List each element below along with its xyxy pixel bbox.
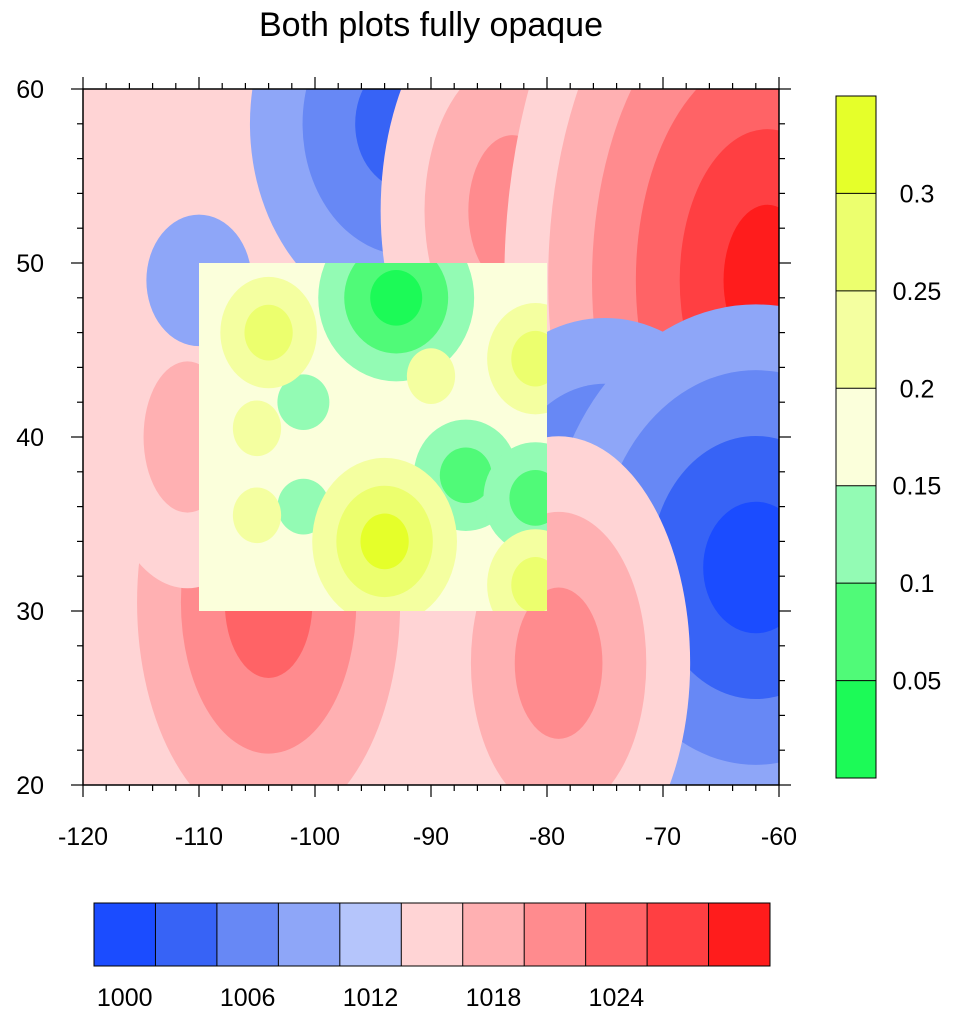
pressure-colorbar-label: 1012 — [343, 984, 399, 1012]
pressure-colorbar-swatch — [401, 903, 463, 966]
chart-title: Both plots fully opaque — [259, 6, 603, 44]
overlay-colorbar-frame — [835, 95, 877, 779]
pressure-colorbar-swatch — [524, 903, 586, 966]
x-tick-label: -90 — [413, 823, 449, 851]
pressure-colorbar-frame — [93, 902, 771, 967]
x-tick-label: -80 — [529, 823, 565, 851]
overlay-colorbar-swatch — [836, 193, 876, 291]
pressure-colorbar-label: 1006 — [220, 984, 276, 1012]
overlay-colorbar-label: 0.3 — [900, 180, 935, 208]
pressure-colorbar-swatch — [647, 903, 709, 966]
axis-ticks — [71, 77, 791, 797]
x-tick-label: -70 — [645, 823, 681, 851]
overlay-contour-field — [199, 263, 547, 611]
overlay-colorbar-swatch — [836, 96, 876, 194]
pressure-colorbar-swatch — [94, 903, 156, 966]
overlay-colorbar-label: 0.2 — [900, 375, 935, 403]
overlay-max-band-7-5 — [511, 557, 547, 611]
x-tick-label: -100 — [290, 823, 340, 851]
x-axis-tick-labels: -120 -110 -100 -90 -80 -70 -60 — [58, 823, 797, 851]
overlay-colorbar-label: 0.25 — [893, 278, 942, 306]
pressure-colorbar-label: 1024 — [589, 984, 645, 1012]
overlay-colorbar-swatch — [836, 583, 876, 681]
overlay-colorbar-swatch — [836, 680, 876, 778]
pressure-colorbar-swatch — [708, 903, 770, 966]
pressure-colorbar-swatch — [339, 903, 402, 966]
overlay-colorbar-swatch — [836, 388, 876, 486]
pressure-colorbar-swatch — [155, 903, 217, 966]
overlay-max-band-6-5 — [511, 330, 547, 387]
overlay-colorbar-label: 0.05 — [893, 668, 942, 696]
overlay-max-band-10-4 — [232, 487, 282, 544]
overlay-bands — [199, 263, 547, 611]
overlay-min-band-2-1 — [509, 470, 547, 526]
y-tick-label: 50 — [16, 250, 44, 278]
x-tick-label: -120 — [58, 823, 108, 851]
y-tick-label: 30 — [16, 598, 44, 626]
plot-area — [82, 88, 780, 786]
overlay-min-band-0-0 — [370, 269, 423, 326]
pressure-colorbar-label: 1018 — [466, 984, 522, 1012]
pressure-colorbar-swatch — [585, 903, 648, 966]
overlay-colorbar-label: 0.1 — [900, 570, 935, 598]
x-tick-label: -60 — [761, 823, 797, 851]
overlay-max-band-9-4 — [232, 400, 282, 457]
overlay-max-band-5-6 — [360, 513, 409, 570]
overlay-max-band-8-5 — [244, 304, 293, 361]
pressure-contour-field — [83, 89, 779, 785]
y-axis-tick-labels: 60 50 40 30 20 — [16, 76, 44, 800]
x-tick-label: -110 — [175, 823, 223, 851]
overlay-colorbar-label: 0.15 — [893, 473, 942, 501]
overlay-colorbar-swatch — [836, 290, 876, 389]
y-tick-label: 20 — [16, 772, 44, 800]
overlay-max-band-11-4 — [406, 348, 456, 404]
y-tick-label: 60 — [16, 76, 44, 104]
pressure-colorbar-swatch — [462, 903, 525, 966]
y-tick-label: 40 — [16, 424, 44, 452]
pressure-colorbar-swatch — [278, 903, 340, 966]
pressure-colorbar: 1000 1006 1012 1018 1024 — [93, 902, 771, 1012]
overlay-min-band-3-2 — [277, 374, 330, 431]
pressure-high-band-5-3 — [514, 587, 603, 739]
pressure-low-band-4-4 — [703, 501, 779, 634]
overlay-min-band-1-1 — [439, 447, 492, 504]
pressure-colorbar-swatch — [216, 903, 279, 966]
overlay-colorbar-swatch — [836, 485, 876, 584]
overlay-colorbar: 0.3 0.25 0.2 0.15 0.1 0.05 — [835, 95, 942, 779]
pressure-colorbar-label: 1000 — [97, 984, 153, 1012]
